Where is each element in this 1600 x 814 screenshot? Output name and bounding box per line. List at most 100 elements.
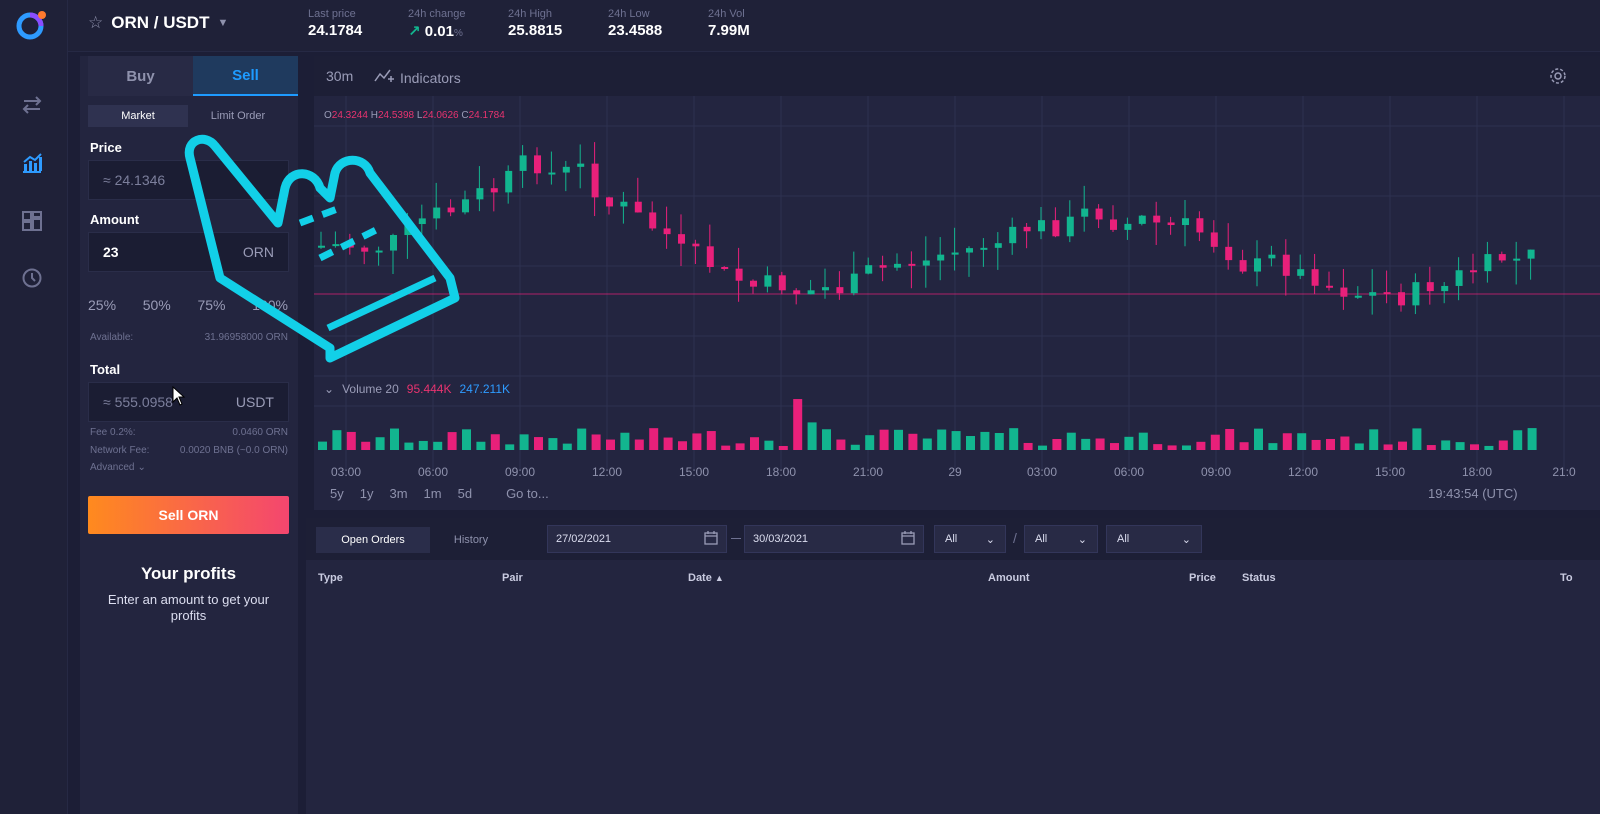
- candle-body: [318, 245, 325, 248]
- volume-bar: [375, 437, 385, 450]
- range-5d[interactable]: 5d: [457, 486, 473, 501]
- candle-body: [951, 252, 959, 255]
- pair-selector[interactable]: ☆ ORN / USDT ▼: [88, 13, 228, 33]
- stat-24h-change: 24h change ↗ 0.01%: [408, 8, 466, 40]
- volume-bar: [1225, 428, 1235, 450]
- col-pair[interactable]: Pair: [502, 572, 523, 584]
- volume-bar: [548, 438, 558, 450]
- total-input[interactable]: ≈ 555.0958 USDT: [88, 382, 289, 422]
- date-from-input[interactable]: 27/02/2021: [547, 525, 727, 553]
- tab-sell[interactable]: Sell: [193, 56, 298, 96]
- range-1m[interactable]: 1m: [423, 486, 442, 501]
- volume-bar: [433, 441, 443, 450]
- candle-body: [807, 290, 815, 295]
- volume-bar: [778, 445, 788, 450]
- sort-up-icon: ▲: [714, 573, 724, 583]
- amount-input[interactable]: 23 ORN: [88, 232, 289, 272]
- volume-bar: [1297, 433, 1307, 450]
- chart-canvas[interactable]: 03:00 06:00 09:00 12:00 15:00 18:00 21:00 29 03:…: [314, 96, 1600, 480]
- volume-bar: [620, 432, 630, 450]
- volume-bar: [649, 428, 659, 450]
- range-selector: 5y 1y 3m 1m 5d Go to...: [330, 486, 549, 501]
- advanced-toggle[interactable]: Advanced ⌄: [90, 462, 170, 473]
- chevron-down-icon: ▼: [217, 17, 229, 29]
- col-total[interactable]: To: [1560, 572, 1573, 584]
- tab-buy[interactable]: Buy: [88, 56, 193, 96]
- candle-body: [721, 267, 729, 270]
- filter-select-2[interactable]: All ⌄: [1024, 525, 1098, 553]
- pct-75-button[interactable]: 75%: [197, 297, 226, 313]
- dashboard-icon[interactable]: [19, 208, 45, 234]
- ohlc-low: 24.0626: [422, 110, 459, 121]
- price-input[interactable]: ≈ 24.1346: [88, 160, 289, 200]
- sell-orn-button[interactable]: Sell ORN: [88, 496, 289, 534]
- candle-body: [404, 224, 412, 236]
- pct-100-button[interactable]: 100%: [252, 297, 288, 313]
- col-date[interactable]: Date ▲: [688, 572, 724, 584]
- fee-row: Fee 0.2%: 0.0460 ORN: [90, 427, 288, 438]
- chart-icon[interactable]: [19, 150, 45, 176]
- col-price[interactable]: Price: [1189, 572, 1216, 584]
- pct-25-button[interactable]: 25%: [88, 297, 117, 313]
- time-axis-label: 12:00: [592, 465, 622, 479]
- volume-bar: [1066, 432, 1076, 450]
- col-type[interactable]: Type: [318, 572, 343, 584]
- pct-50-button[interactable]: 50%: [142, 297, 171, 313]
- volume-bar: [1196, 441, 1206, 450]
- indicators-button[interactable]: Indicators: [374, 68, 461, 87]
- volume-bar: [346, 431, 356, 450]
- volume-bar: [807, 422, 817, 450]
- range-3m[interactable]: 3m: [389, 486, 408, 501]
- volume-bar: [1398, 441, 1407, 450]
- filter-select-1[interactable]: All ⌄: [934, 525, 1006, 553]
- candle-body: [534, 155, 541, 174]
- volume-bar: [663, 437, 673, 450]
- time-axis-label: 18:00: [1462, 465, 1492, 479]
- amount-value: 23: [103, 244, 119, 260]
- history-icon[interactable]: [19, 265, 45, 291]
- candle-body: [548, 172, 556, 175]
- orion-logo[interactable]: [14, 8, 48, 42]
- candle-body: [1225, 246, 1233, 261]
- candle-body: [361, 247, 369, 252]
- star-icon[interactable]: ☆: [88, 13, 104, 32]
- network-fee-value: 0.0020 BNB (~0.0 ORN): [179, 445, 288, 456]
- date-separator: [731, 538, 741, 539]
- ohlc-close: 24.1784: [468, 110, 505, 121]
- goto-button[interactable]: Go to...: [506, 486, 549, 501]
- filter-select-3[interactable]: All ⌄: [1106, 525, 1202, 553]
- col-status[interactable]: Status: [1242, 572, 1276, 584]
- col-amount[interactable]: Amount: [988, 572, 1030, 584]
- candle-body: [937, 254, 945, 261]
- candle-body: [591, 163, 599, 198]
- tab-limit-order[interactable]: Limit Order: [210, 110, 266, 122]
- indicators-label: Indicators: [400, 69, 461, 86]
- candle-body: [433, 207, 441, 219]
- gear-icon[interactable]: [1548, 66, 1568, 91]
- price-chart[interactable]: 30m Indicators 03:00 06:00 09:00 12:00 15:00…: [314, 56, 1600, 510]
- tab-history[interactable]: History: [453, 534, 489, 546]
- interval-button[interactable]: 30m: [326, 68, 354, 84]
- tab-open-orders[interactable]: Open Orders: [316, 527, 430, 553]
- volume-bar: [994, 433, 1004, 450]
- orders-toolbar: Open Orders History 27/02/2021 30/03/202…: [306, 518, 1600, 560]
- time-axis-label: 18:00: [766, 465, 796, 479]
- mouse-cursor-icon: [172, 385, 186, 411]
- volume-bar: [418, 440, 428, 450]
- range-1y[interactable]: 1y: [359, 486, 374, 501]
- swap-icon[interactable]: [19, 92, 45, 118]
- chevron-down-icon[interactable]: ⌄: [324, 382, 335, 396]
- candle-body: [390, 235, 397, 251]
- price-label: Price: [90, 140, 122, 155]
- candle-body: [1441, 285, 1449, 292]
- range-5y[interactable]: 5y: [330, 486, 344, 501]
- tab-market[interactable]: Market: [88, 105, 188, 127]
- candle-body: [922, 260, 930, 266]
- candle-body: [980, 247, 988, 250]
- time-axis-label: 21:00: [853, 465, 883, 479]
- date-to-input[interactable]: 30/03/2021: [744, 525, 924, 553]
- volume-bar: [1369, 429, 1379, 450]
- candle-body: [735, 268, 743, 281]
- volume-bar: [879, 429, 889, 450]
